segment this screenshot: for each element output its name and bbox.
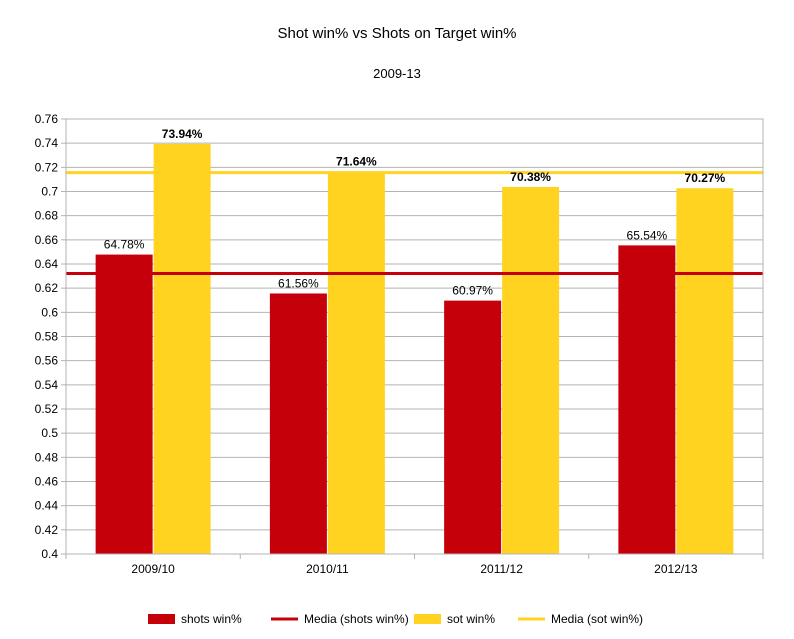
- y-tick-label: 0.72: [35, 160, 59, 174]
- bar-shots: [269, 293, 327, 554]
- legend-item-media-shots-label: Media (shots win%): [304, 612, 409, 626]
- data-label: 65.54%: [627, 228, 668, 242]
- x-tick-label: 2009/10: [131, 562, 175, 576]
- bar-shots: [444, 300, 502, 554]
- y-tick-label: 0.48: [35, 450, 59, 464]
- bar-sot: [676, 188, 734, 555]
- bar-sot: [153, 143, 211, 554]
- data-label: 64.78%: [104, 238, 145, 252]
- data-label: 70.38%: [510, 170, 551, 184]
- y-tick-label: 0.58: [35, 330, 59, 344]
- y-tick-label: 0.44: [35, 499, 59, 513]
- bars: [95, 143, 734, 555]
- bar-sot: [327, 171, 385, 554]
- y-tick-label: 0.64: [35, 257, 59, 271]
- y-tick-label: 0.68: [35, 209, 59, 223]
- x-tick-label: 2011/12: [480, 562, 523, 576]
- reference-lines: [66, 171, 763, 276]
- y-axis-ticks: 0.4 0.42 0.44 0.46 0.48 0.5 0.52 0.54 0.56 0.58 0.…: [35, 112, 59, 561]
- chart-title: Shot win% vs Shots on Target win%: [277, 25, 516, 42]
- y-tick-label: 0.6: [41, 305, 58, 319]
- legend-item-sot-swatch: [414, 614, 441, 624]
- legend-item-shots-label: shots win%: [181, 612, 242, 626]
- y-tick-label: 0.46: [35, 475, 59, 489]
- legend: shots win% Media (shots win%) sot win% Medi…: [148, 612, 643, 626]
- y-tick-label: 0.76: [35, 112, 59, 126]
- y-tick-label: 0.42: [35, 523, 59, 537]
- data-label: 73.94%: [162, 127, 203, 141]
- data-label: 60.97%: [452, 284, 493, 298]
- data-label: 70.27%: [685, 171, 726, 185]
- data-label: 71.64%: [336, 155, 377, 169]
- x-axis-ticks: 2009/10 2010/11 2011/12 2012/13: [131, 562, 697, 576]
- y-tick-label: 0.5: [41, 426, 58, 440]
- bar-shots: [618, 245, 676, 554]
- plot-frame: [65, 118, 764, 559]
- chart-subtitle: 2009-13: [373, 66, 421, 81]
- y-tick-label: 0.52: [35, 402, 59, 416]
- y-tick-label: 0.62: [35, 281, 59, 295]
- data-labels: 64.78% 73.94% 61.56% 71.64% 60.97% 70.38% 65.5…: [104, 127, 726, 298]
- x-tick-label: 2012/13: [654, 562, 698, 576]
- y-tick-label: 0.4: [41, 547, 58, 561]
- bar-sot: [502, 186, 560, 555]
- legend-item-sot-label: sot win%: [447, 612, 495, 626]
- y-tick-label: 0.66: [35, 233, 59, 247]
- legend-item-shots-swatch: [148, 614, 175, 624]
- y-tick-label: 0.56: [35, 354, 59, 368]
- y-tick-label: 0.7: [41, 185, 58, 199]
- data-label: 61.56%: [278, 276, 319, 290]
- legend-item-media-sot-label: Media (sot win%): [551, 612, 643, 626]
- y-tick-label: 0.74: [35, 136, 59, 150]
- x-tick-label: 2010/11: [306, 562, 349, 576]
- bar-shots: [95, 254, 153, 554]
- y-tick-label: 0.54: [35, 378, 59, 392]
